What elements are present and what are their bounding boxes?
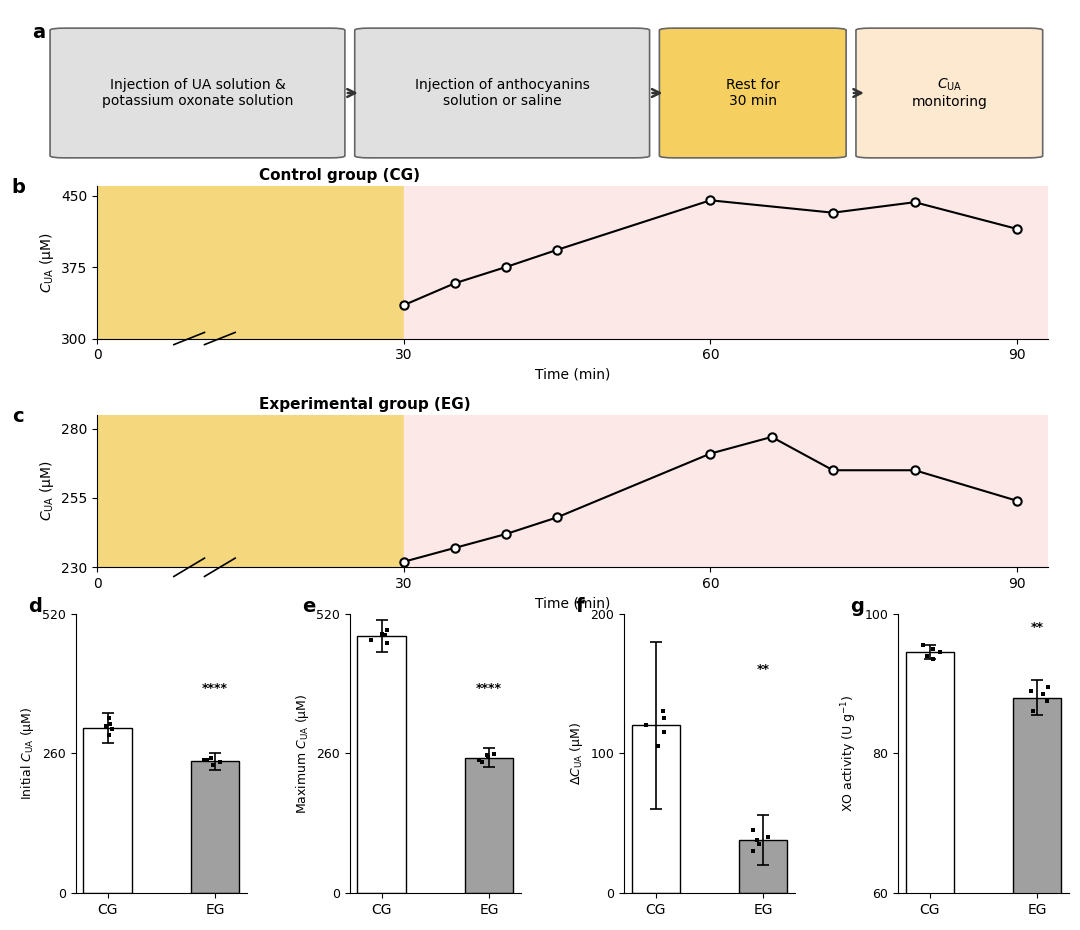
Point [759, 830, 777, 844]
Point [931, 644, 948, 659]
Point [100, 727, 118, 742]
Text: Control group (CG): Control group (CG) [259, 168, 420, 183]
Text: f: f [576, 597, 584, 616]
Bar [357, 636, 406, 893]
FancyBboxPatch shape [856, 28, 1042, 158]
Bar [906, 652, 954, 930]
Bar [83, 727, 132, 893]
Point [202, 751, 219, 765]
Point [744, 823, 761, 838]
Point [378, 622, 395, 637]
Point [199, 753, 216, 768]
Point [919, 648, 936, 663]
Y-axis label: XO activity (U g$^{-1}$): XO activity (U g$^{-1}$) [839, 695, 859, 812]
Text: $C_{\mathrm{UA}}$
monitoring: $C_{\mathrm{UA}}$ monitoring [912, 76, 987, 110]
Point [204, 758, 221, 773]
Y-axis label: $C_{\mathrm{UA}}$ (μM): $C_{\mathrm{UA}}$ (μM) [38, 232, 56, 293]
Point [104, 722, 121, 737]
Y-axis label: Initial $C_{\mathrm{UA}}$ (μM): Initial $C_{\mathrm{UA}}$ (μM) [19, 707, 37, 800]
Point [745, 844, 762, 858]
Text: g: g [850, 597, 864, 616]
Point [914, 638, 931, 653]
Bar [1013, 698, 1062, 930]
Text: Injection of UA solution &
potassium oxonate solution: Injection of UA solution & potassium oxo… [102, 78, 293, 108]
Point [97, 719, 114, 734]
Point [656, 725, 673, 740]
Text: **: ** [1030, 621, 1043, 634]
Point [376, 628, 393, 643]
Point [924, 642, 942, 657]
Point [748, 832, 766, 847]
Point [649, 738, 666, 753]
Point [478, 748, 496, 763]
Point [1039, 694, 1056, 709]
FancyBboxPatch shape [660, 28, 846, 158]
Point [1039, 680, 1056, 695]
Bar [97, 415, 404, 567]
Point [1035, 686, 1052, 701]
Point [363, 632, 380, 647]
Bar [632, 725, 680, 893]
Text: b: b [12, 179, 26, 197]
Text: c: c [12, 407, 24, 426]
Text: Injection of anthocyanins
solution or saline: Injection of anthocyanins solution or sa… [415, 78, 590, 108]
Text: ****: **** [202, 683, 228, 696]
Point [473, 754, 490, 769]
Bar [191, 762, 239, 893]
X-axis label: Time (min): Time (min) [535, 596, 610, 611]
Text: ****: **** [476, 683, 502, 696]
FancyBboxPatch shape [50, 28, 345, 158]
Point [211, 755, 228, 770]
Point [102, 716, 119, 731]
Text: **: ** [757, 663, 770, 676]
Point [656, 711, 673, 725]
Bar [97, 186, 404, 339]
Y-axis label: $C_{\mathrm{UA}}$ (μM): $C_{\mathrm{UA}}$ (μM) [38, 460, 55, 522]
Point [653, 704, 671, 719]
Point [1023, 684, 1040, 698]
Point [99, 711, 117, 725]
Y-axis label: Δ$C_{\mathrm{UA}}$ (μM): Δ$C_{\mathrm{UA}}$ (μM) [568, 722, 584, 785]
Text: Experimental group (EG): Experimental group (EG) [259, 397, 471, 412]
Y-axis label: Maximum $C_{\mathrm{UA}}$ (μM): Maximum $C_{\mathrm{UA}}$ (μM) [294, 693, 311, 814]
Point [373, 626, 390, 641]
Point [1024, 704, 1041, 719]
Text: Rest for
30 min: Rest for 30 min [726, 78, 780, 108]
Text: d: d [28, 597, 41, 616]
Bar [464, 758, 513, 893]
Point [470, 752, 487, 767]
Point [195, 752, 213, 767]
Bar [404, 186, 1048, 339]
Bar [739, 840, 787, 893]
Point [485, 747, 502, 762]
Text: a: a [32, 23, 45, 42]
Point [750, 837, 767, 852]
X-axis label: Time (min): Time (min) [535, 367, 610, 382]
Point [480, 749, 497, 764]
Text: e: e [301, 597, 315, 616]
Bar [404, 415, 1048, 567]
Point [637, 718, 654, 733]
FancyBboxPatch shape [354, 28, 649, 158]
Point [379, 636, 396, 651]
Point [924, 652, 942, 667]
